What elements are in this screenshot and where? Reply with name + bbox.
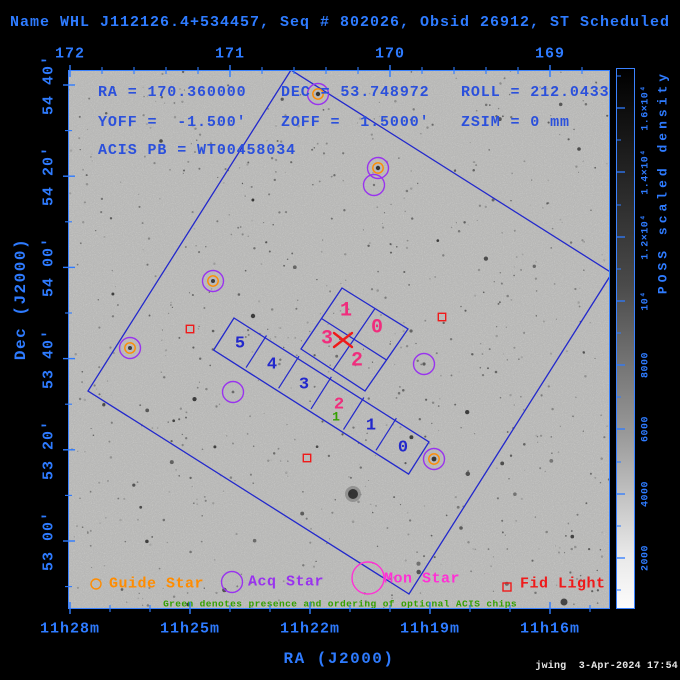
sky-noise-stars (69, 71, 609, 608)
colorbar-label: 1.4×10⁴ (640, 149, 652, 195)
acis-s-chip-label: 1 (366, 417, 376, 436)
legend-acq-star-icon (220, 570, 244, 594)
sky-image (69, 71, 609, 608)
acq-star-marker (118, 336, 142, 360)
zsim-value: ZSIM = 0 mm (461, 114, 570, 131)
optional-chips-note: Green denotes presence and ordering of o… (163, 598, 517, 609)
colorbar-label: 1.6×10⁴ (640, 85, 652, 131)
zoff-value: ZOFF = 1.5000' (281, 114, 430, 131)
legend-fid-light-icon (502, 582, 512, 592)
guide-star-marker (207, 275, 219, 287)
sky-grain (69, 71, 609, 608)
acq-star-marker (362, 173, 386, 197)
y-axis-label: 53 20' (40, 419, 58, 480)
legend-guide-star-icon (90, 578, 102, 590)
legend-mon-star-icon (351, 561, 385, 595)
ra-value: RA = 170.360000 (98, 84, 247, 101)
acis-s-chip-label: 2 (334, 396, 344, 415)
x-axis-label-deg: 170 (374, 45, 406, 63)
y-axis-label: 53 40' (40, 328, 58, 389)
x-axis-label-hms: 11h22m (279, 620, 341, 638)
fid-light-marker (302, 453, 312, 463)
guide-star-marker (124, 342, 136, 354)
x-axis-label-hms: 11h28m (39, 620, 101, 638)
x-axis-label-hms: 11h19m (399, 620, 461, 638)
x-axis-label-deg: 171 (214, 45, 246, 63)
sky-plot: 1 0 3 2 5 4 3 2 1 0 1 Guide Star Acq Star Mon Star Fid… (68, 70, 610, 609)
legend-fid-light-label: Fid Light (520, 576, 606, 593)
y-axis-label: 54 40' (40, 54, 58, 116)
roll-value: ROLL = 212.0433 (461, 84, 610, 101)
acis-i-chip-label: 1 (340, 300, 352, 323)
x-axis-label-hms: 11h25m (159, 620, 221, 638)
fid-light-marker (185, 324, 195, 334)
acis-s-array (212, 317, 430, 475)
colorbar-title: POSS scaled density (655, 69, 671, 295)
yoff-value: YOFF = -1.500' (98, 114, 247, 131)
y-axis-title: Dec (J2000) (12, 237, 30, 361)
acq-star-marker (221, 380, 245, 404)
legend-guide-star-label: Guide Star (109, 576, 204, 593)
fid-light-marker (437, 312, 447, 322)
colorbar-label: 6000 (640, 415, 652, 443)
acis-pb-value: ACIS PB = WT00458034 (98, 142, 297, 159)
x-axis-title: RA (J2000) (283, 650, 395, 668)
guide-star-marker (372, 162, 384, 174)
guide-star-marker (312, 88, 324, 100)
dec-value: DEC = 53.748972 (281, 84, 430, 101)
x-axis-label-hms: 11h16m (519, 620, 581, 638)
colorbar-label: 10⁴ (640, 291, 652, 311)
acis-s-chip-label: 5 (235, 335, 245, 354)
acq-star-marker (366, 156, 390, 180)
credit-stamp: jwing 3-Apr-2024 17:54 (535, 661, 678, 672)
acq-star-marker (201, 269, 225, 293)
optional-chip-order-label: 1 (332, 410, 340, 425)
acis-i-chip-label: 2 (351, 350, 363, 373)
y-axis-label: 54 20' (40, 146, 58, 207)
colorbar-label: 8000 (640, 351, 652, 379)
colorbar-label: 1.2×10⁴ (640, 214, 652, 260)
y-axis-label: 53 00' (40, 510, 58, 572)
acq-star-marker (422, 447, 446, 471)
fov-outline (87, 71, 609, 595)
colorbar-label: 4000 (640, 480, 652, 508)
acq-star-marker (412, 352, 436, 376)
page-title: Name WHL J112126.4+534457, Seq # 802026,… (9, 14, 671, 31)
acis-i-chip-label: 0 (371, 317, 383, 340)
acis-s-chip-label: 0 (398, 439, 408, 458)
x-axis-label-deg: 172 (54, 45, 86, 63)
guide-star-marker (428, 453, 440, 465)
acq-star-marker (306, 82, 330, 106)
acis-i-chip-label: 3 (321, 328, 333, 351)
aimpoint-marker (332, 331, 354, 349)
acis-i-array (300, 287, 409, 392)
x-axis-label-deg: 169 (534, 45, 566, 63)
acis-s-chip-label: 4 (267, 356, 277, 375)
y-axis-label: 54 00' (40, 237, 58, 298)
legend-mon-star-label: Mon Star (384, 571, 460, 588)
legend-acq-star-label: Acq Star (248, 574, 324, 591)
colorbar (616, 68, 635, 609)
colorbar-label: 2000 (640, 544, 652, 572)
acis-s-chip-label: 3 (299, 376, 309, 395)
colorbar-ticks (617, 75, 625, 591)
